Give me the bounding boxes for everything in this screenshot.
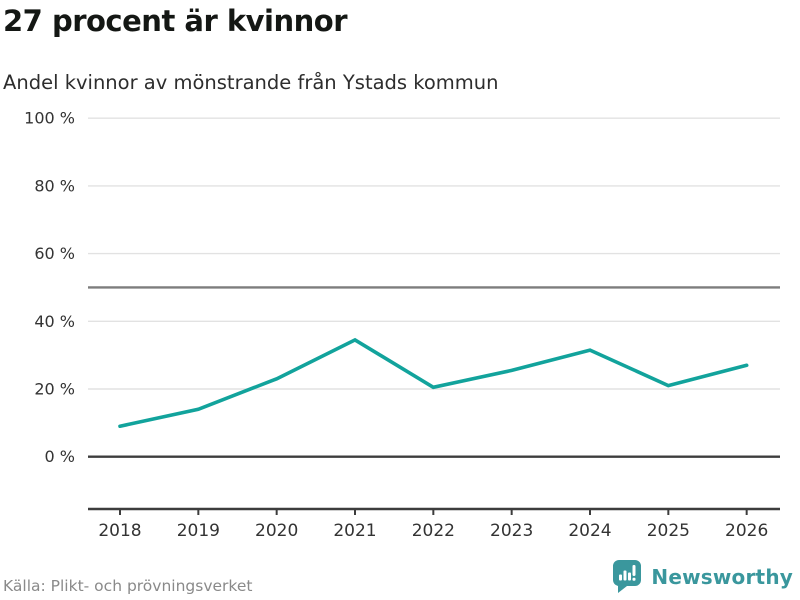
line-chart: 0 % 20 % 40 % 60 % 80 % 100 % 2018 2019 2020 2021… bbox=[0, 100, 800, 560]
x-axis-label-2021: 2021 bbox=[333, 521, 376, 541]
y-axis-label-100: 100 % bbox=[24, 109, 75, 128]
source-attribution: Källa: Plikt- och prövningsverket bbox=[3, 577, 253, 595]
x-axis-label-2023: 2023 bbox=[490, 521, 533, 541]
x-axis-label-2018: 2018 bbox=[98, 521, 141, 541]
newsworthy-logo: Newsworthy bbox=[612, 559, 793, 594]
y-axis-label-60: 60 % bbox=[34, 244, 75, 263]
x-axis-label-2025: 2025 bbox=[647, 521, 690, 541]
y-axis-label-20: 20 % bbox=[34, 380, 75, 399]
y-axis-label-80: 80 % bbox=[34, 176, 75, 195]
chart-subtitle: Andel kvinnor av mönstrande från Ystads … bbox=[3, 71, 499, 94]
x-axis-label-2019: 2019 bbox=[177, 521, 220, 541]
x-axis-label-2020: 2020 bbox=[255, 521, 298, 541]
line-chart-canvas: 0 % 20 % 40 % 60 % 80 % 100 % 2018 2019 2020 2021… bbox=[24, 109, 780, 541]
x-axis-label-2024: 2024 bbox=[568, 521, 611, 541]
x-axis-label-2026: 2026 bbox=[725, 521, 768, 541]
data-line-andel-kvinnor-av-mönstrande bbox=[118, 337, 749, 428]
x-axis-label-2022: 2022 bbox=[412, 521, 455, 541]
y-axis-label-0: 0 % bbox=[45, 447, 75, 466]
y-axis-label-40: 40 % bbox=[34, 312, 75, 331]
newsworthy-speech-bubble-barchart-icon bbox=[613, 560, 642, 593]
chart-title: 27 procent är kvinnor bbox=[3, 4, 348, 38]
newsworthy-wordmark: Newsworthy bbox=[651, 564, 793, 589]
